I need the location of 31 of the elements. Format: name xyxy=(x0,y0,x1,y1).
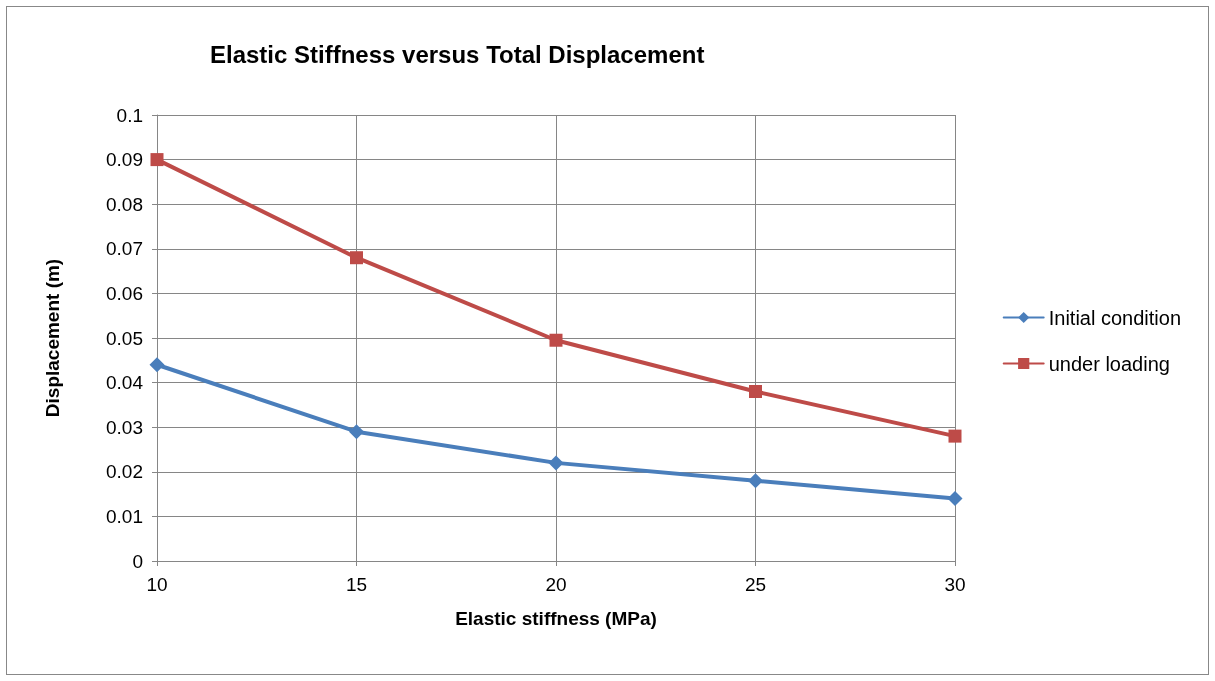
x-tick-label: 25 xyxy=(744,574,767,595)
y-tick-label: 0.01 xyxy=(106,505,143,527)
point xyxy=(150,153,164,167)
y-tick-label: 0.02 xyxy=(106,461,143,483)
y-tick-label: 0.03 xyxy=(106,416,143,438)
point xyxy=(349,424,364,440)
chart-title: Elastic Stiffness versus Total Displacement xyxy=(210,40,705,68)
x-tick-label: 30 xyxy=(944,574,966,595)
y-tick-label: 0 xyxy=(132,550,143,572)
x-axis-title: Elastic stiffness (MPa) xyxy=(455,608,657,629)
point xyxy=(947,491,963,507)
y-tick-label: 0.1 xyxy=(116,104,143,126)
point xyxy=(149,357,165,373)
point xyxy=(948,429,962,443)
point xyxy=(549,333,563,347)
y-tick-label: 0.08 xyxy=(106,193,143,215)
y-tick-label: 0.07 xyxy=(106,238,143,260)
legend-label: Initial condition xyxy=(1048,306,1182,329)
x-tick-label: 15 xyxy=(345,574,368,595)
legend-label: under loading xyxy=(1048,352,1170,375)
x-tick-label: 20 xyxy=(545,574,567,595)
point xyxy=(548,455,564,471)
x-tick-label: 10 xyxy=(146,574,168,595)
y-tick-label: 0.04 xyxy=(106,372,144,394)
y-tick-label: 0.09 xyxy=(106,149,143,171)
point xyxy=(749,385,762,399)
point xyxy=(350,251,363,265)
y-tick-label: 0.05 xyxy=(106,327,143,349)
y-tick-label: 0.06 xyxy=(106,282,143,304)
y-axis-title: Displacement (m) xyxy=(42,258,63,418)
point xyxy=(748,473,763,489)
